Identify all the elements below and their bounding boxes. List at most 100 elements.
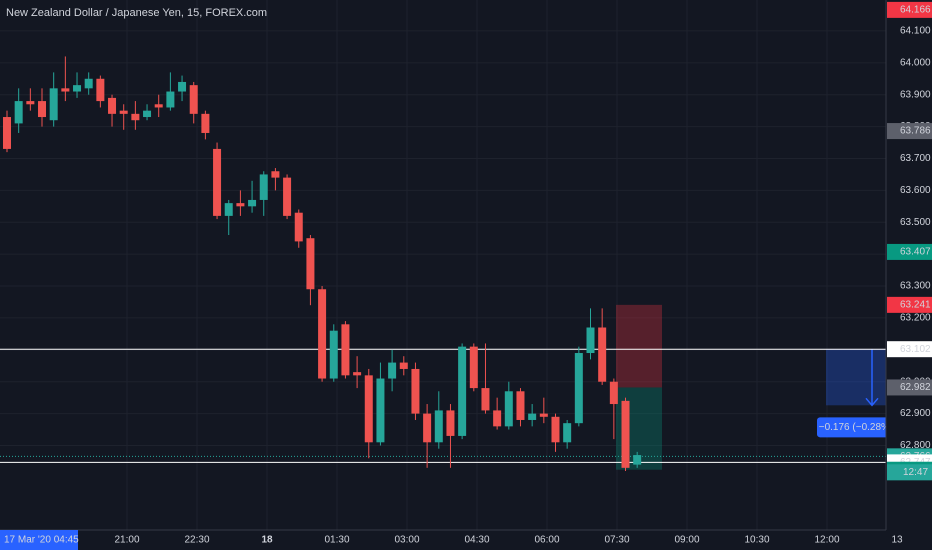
- candle-body: [271, 171, 280, 178]
- candle-body: [528, 413, 537, 420]
- candle-body: [318, 289, 327, 379]
- candle-body: [411, 368, 420, 414]
- candle-body: [621, 400, 630, 468]
- candle-body: [294, 212, 303, 242]
- candle-body: [224, 203, 233, 216]
- price-tag-bg: [887, 341, 932, 358]
- x-tick-label: 09:00: [674, 535, 699, 546]
- price-tag: 63.241: [900, 300, 931, 311]
- candle-body: [516, 391, 525, 420]
- price-tag-bg: [887, 123, 932, 140]
- y-tick-label: 63.700: [900, 153, 931, 164]
- y-tick-label: 63.900: [900, 89, 931, 100]
- candle-body: [131, 113, 140, 121]
- candle-body: [96, 78, 105, 102]
- countdown-bg: [887, 464, 932, 481]
- candle-body: [493, 410, 502, 427]
- price-tag: 63.407: [900, 247, 931, 258]
- price-tag: 64.166: [900, 5, 931, 16]
- x-tick-label: 13: [891, 535, 903, 546]
- x-tick-label: 01:30: [324, 535, 349, 546]
- x-tick-label: 22:30: [184, 535, 209, 546]
- candle-body: [26, 101, 35, 105]
- candle-body: [259, 174, 268, 200]
- candle-body: [469, 346, 478, 389]
- candle-body: [283, 177, 292, 216]
- x-tick-label: 10:30: [744, 535, 769, 546]
- candle-body: [61, 88, 70, 92]
- measure-label-bg: [817, 417, 895, 438]
- y-tick-label: 64.000: [900, 57, 931, 68]
- candle-body: [364, 375, 373, 443]
- candle-body: [434, 410, 443, 443]
- x-tick-label: 21:00: [114, 535, 139, 546]
- candle-body: [329, 330, 338, 379]
- x-tick-label: 03:00: [394, 535, 419, 546]
- y-tick-label: 63.200: [900, 313, 931, 324]
- candle-body: [423, 413, 432, 443]
- stop-zone: [616, 304, 662, 388]
- candle-body: [341, 324, 350, 376]
- price-tag: 63.786: [900, 126, 931, 137]
- candle-body: [49, 88, 58, 121]
- crosshair-time: 17 Mar '20 04:45: [4, 535, 79, 546]
- price-tag: 62.982: [900, 382, 931, 393]
- candle-body: [376, 378, 385, 443]
- candle-body: [166, 91, 175, 108]
- price-tag-bg: [887, 243, 932, 260]
- candle-body: [539, 413, 548, 417]
- candle-body: [119, 110, 128, 114]
- price-tag-bg: [887, 296, 932, 313]
- y-tick-label: 64.100: [900, 26, 931, 37]
- y-tick-label: 62.900: [900, 408, 931, 419]
- price-axis: [886, 0, 932, 530]
- candle-body: [178, 81, 187, 92]
- candle-body: [14, 101, 23, 124]
- candle-body: [3, 117, 11, 149]
- candle-body: [388, 362, 397, 379]
- x-tick-label: 07:30: [604, 535, 629, 546]
- measure-arrow-head: [865, 397, 879, 407]
- candle-body: [504, 391, 513, 427]
- candle-body: [633, 455, 642, 465]
- candle-body: [189, 85, 198, 114]
- price-tag: 63.102: [900, 344, 931, 355]
- crosshair-time-bg: [0, 530, 78, 550]
- candle-body: [481, 388, 490, 411]
- candle-body: [213, 148, 222, 216]
- countdown: 12:47: [903, 467, 928, 478]
- candle-body: [143, 110, 152, 118]
- price-tag-bg: [887, 1, 932, 18]
- candle-body: [563, 423, 572, 443]
- measure-label: −0.176 (−0.28%): [819, 422, 894, 433]
- price-tag-bg: [887, 379, 932, 396]
- candle-body: [108, 97, 117, 114]
- candle-body: [598, 327, 607, 382]
- x-tick-label: 18: [261, 535, 273, 546]
- candle-body: [586, 327, 595, 354]
- candle-body: [248, 199, 257, 207]
- candle-body: [306, 238, 315, 290]
- x-tick-label: 04:30: [464, 535, 489, 546]
- candle-body: [551, 416, 560, 443]
- candle-body: [236, 203, 245, 207]
- x-tick-label: 12:00: [814, 535, 839, 546]
- candle-body: [38, 101, 47, 118]
- measure-box: [826, 349, 893, 406]
- candle-body: [458, 346, 467, 436]
- candle-body: [446, 410, 455, 436]
- y-tick-label: 63.300: [900, 281, 931, 292]
- candle-body: [399, 362, 408, 369]
- x-tick-label: 06:00: [534, 535, 559, 546]
- chart-title: New Zealand Dollar / Japanese Yen, 15, F…: [6, 7, 267, 19]
- candle-body: [154, 104, 163, 108]
- candle-body: [353, 372, 362, 376]
- candle-body: [574, 353, 583, 424]
- time-axis: [0, 530, 932, 550]
- candle-body: [201, 113, 210, 133]
- candle-body: [84, 78, 93, 89]
- candle-body: [73, 85, 82, 92]
- candle-body: [609, 381, 618, 405]
